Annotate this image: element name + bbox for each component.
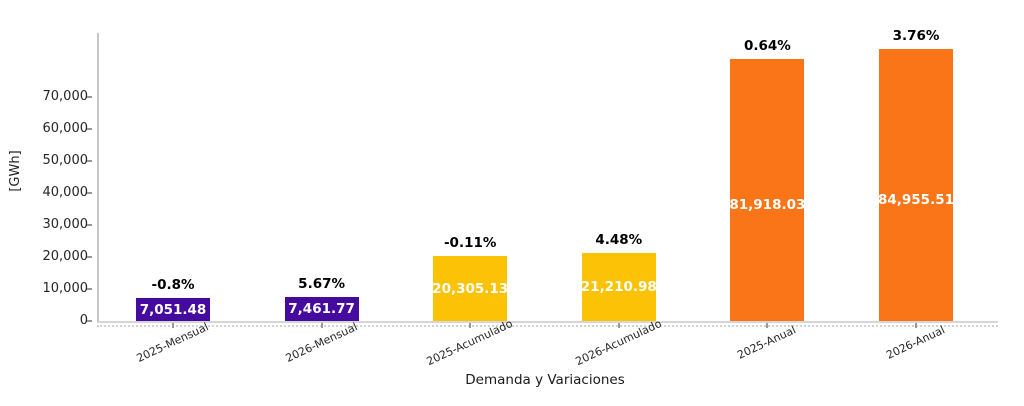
- bar-variation-label: 3.76%: [892, 28, 940, 45]
- bar-variation-label: -0.11%: [443, 235, 497, 252]
- bar-variation-label: 0.64%: [743, 37, 791, 54]
- y-tick-label: 10,000: [42, 281, 89, 296]
- bar-variation-label: 4.48%: [595, 232, 643, 249]
- bar: [879, 49, 953, 321]
- x-tick-mark: [766, 323, 769, 328]
- bar: [284, 297, 359, 321]
- bar-variation-label: -0.8%: [151, 277, 195, 294]
- x-tick-mark: [172, 323, 174, 328]
- y-tick-mark: [86, 320, 92, 322]
- bar-value-label: 81,918.03: [729, 196, 806, 213]
- bar-value-label: 84,955.51: [877, 192, 954, 209]
- y-tick-label: 60,000: [42, 121, 89, 136]
- x-tick-mark: [915, 323, 917, 328]
- bar-value-label: 20,305.13: [432, 280, 509, 297]
- bar: [136, 298, 210, 321]
- y-tick-label: 50,000: [42, 153, 89, 168]
- y-tick-mark: [86, 128, 92, 130]
- bar: [581, 253, 656, 321]
- x-tick-mark: [469, 323, 472, 328]
- bar-value-label: 7,461.77: [288, 301, 355, 318]
- y-tick-mark: [86, 288, 92, 290]
- bar: [433, 256, 508, 321]
- y-tick-mark: [86, 160, 92, 162]
- y-tick-label: 30,000: [42, 217, 89, 232]
- y-tick-label: 70,000: [42, 89, 89, 104]
- y-tick-label: 20,000: [42, 249, 89, 264]
- bar-value-label: 21,210.98: [580, 279, 657, 296]
- y-tick-mark: [86, 224, 92, 226]
- y-tick-mark: [86, 96, 92, 98]
- bar-variation-label: 5.67%: [298, 276, 346, 293]
- x-axis-spine: [97, 321, 998, 323]
- y-tick-label: 0: [79, 313, 88, 328]
- x-axis-title: Demanda y Variaciones: [465, 372, 625, 388]
- y-tick-label: 40,000: [42, 185, 89, 200]
- y-tick-mark: [86, 192, 92, 194]
- y-tick-mark: [86, 256, 92, 258]
- x-tick-mark: [320, 323, 323, 328]
- bar: [730, 58, 805, 321]
- bar-value-label: 7,051.48: [139, 301, 207, 318]
- x-tick-mark: [617, 323, 620, 328]
- y-axis-spine: [97, 33, 99, 321]
- x-axis-dotted-line: [97, 325, 998, 327]
